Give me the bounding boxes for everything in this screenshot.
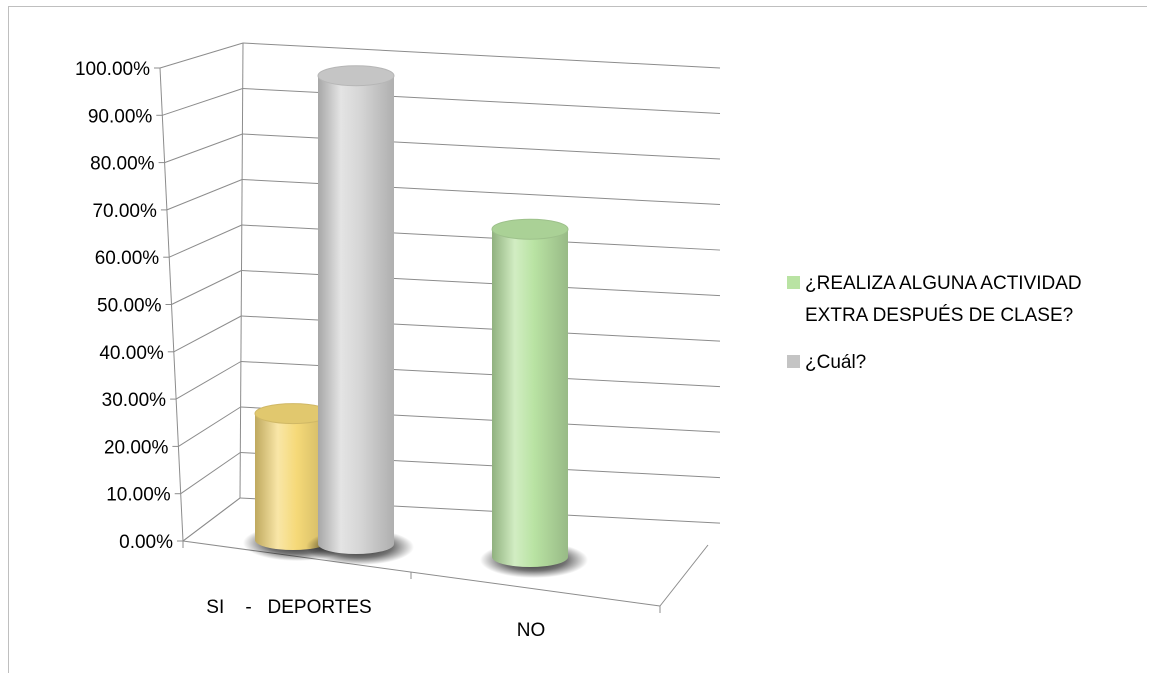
y-tick-label: 80.00% xyxy=(90,154,155,175)
gridline-side xyxy=(173,315,242,353)
gridline-back xyxy=(240,361,721,388)
bar-top xyxy=(491,218,569,240)
back-wall-edge xyxy=(239,42,244,499)
y-axis-tick-labels: 0.00% 10.00% 20.00% 30.00% 40.00% 50.00% 60.00… xyxy=(75,59,173,553)
gridline-side xyxy=(162,88,243,116)
gridline-side xyxy=(166,179,243,211)
floor-edge-right xyxy=(659,544,709,607)
chart-frame xyxy=(8,6,1147,673)
gridline-side xyxy=(175,361,242,400)
floor-edge-left xyxy=(182,497,241,542)
gridline-side xyxy=(164,133,243,164)
y-tick-label: 0.00% xyxy=(119,532,173,553)
legend: ¿REALIZA ALGUNA ACTIVIDAD EXTRA DESPUÉS D… xyxy=(787,273,1082,373)
gridline-side xyxy=(168,224,243,258)
bar-body xyxy=(255,413,331,550)
bar-cylinder-cual-0 xyxy=(306,65,414,565)
y-tick-label: 70.00% xyxy=(92,201,157,222)
gridline-side xyxy=(159,42,244,69)
legend-item-actividad: ¿REALIZA ALGUNA ACTIVIDAD EXTRA DESPUÉS D… xyxy=(787,273,1082,326)
gridline-back xyxy=(241,270,721,297)
legend-label: ¿REALIZA ALGUNA ACTIVIDAD xyxy=(805,273,1082,294)
legend-swatch xyxy=(787,355,800,368)
x-axis-category-labels: SI - DEPORTES NO xyxy=(206,597,545,641)
y-tick-label: 60.00% xyxy=(95,248,160,269)
y-axis-line xyxy=(159,67,184,542)
gridline-side xyxy=(171,270,242,305)
gridlines xyxy=(154,42,721,542)
y-tick-label: 50.00% xyxy=(97,296,162,317)
legend-label: ¿Cuál? xyxy=(805,352,866,373)
y-tick-label: 100.00% xyxy=(75,59,150,80)
y-tick-label: 30.00% xyxy=(102,390,167,411)
legend-swatch xyxy=(787,276,800,289)
legend-item-cual: ¿Cuál? xyxy=(787,352,866,373)
bar-body xyxy=(492,229,568,567)
gridline-back xyxy=(242,179,721,206)
y-tick-label: 90.00% xyxy=(88,106,153,127)
y-tick-label: 20.00% xyxy=(104,437,169,458)
gridline-back xyxy=(242,133,721,160)
bar-body xyxy=(318,75,394,554)
category-label: SI - DEPORTES xyxy=(206,597,371,618)
gridline-back xyxy=(242,42,721,69)
bar-cylinder-actividad-1 xyxy=(480,218,588,578)
bars xyxy=(243,65,588,578)
gridline-side xyxy=(178,406,241,447)
y-tick-label: 40.00% xyxy=(99,343,164,364)
gridline-back xyxy=(241,224,721,251)
gridline-side xyxy=(180,452,241,495)
legend-label: EXTRA DESPUÉS DE CLASE? xyxy=(805,305,1073,326)
gridline-back xyxy=(241,315,721,342)
bar-top xyxy=(317,65,395,87)
y-tick-label: 10.00% xyxy=(106,485,171,506)
gridline-back xyxy=(242,88,721,115)
category-label: NO xyxy=(517,620,546,641)
